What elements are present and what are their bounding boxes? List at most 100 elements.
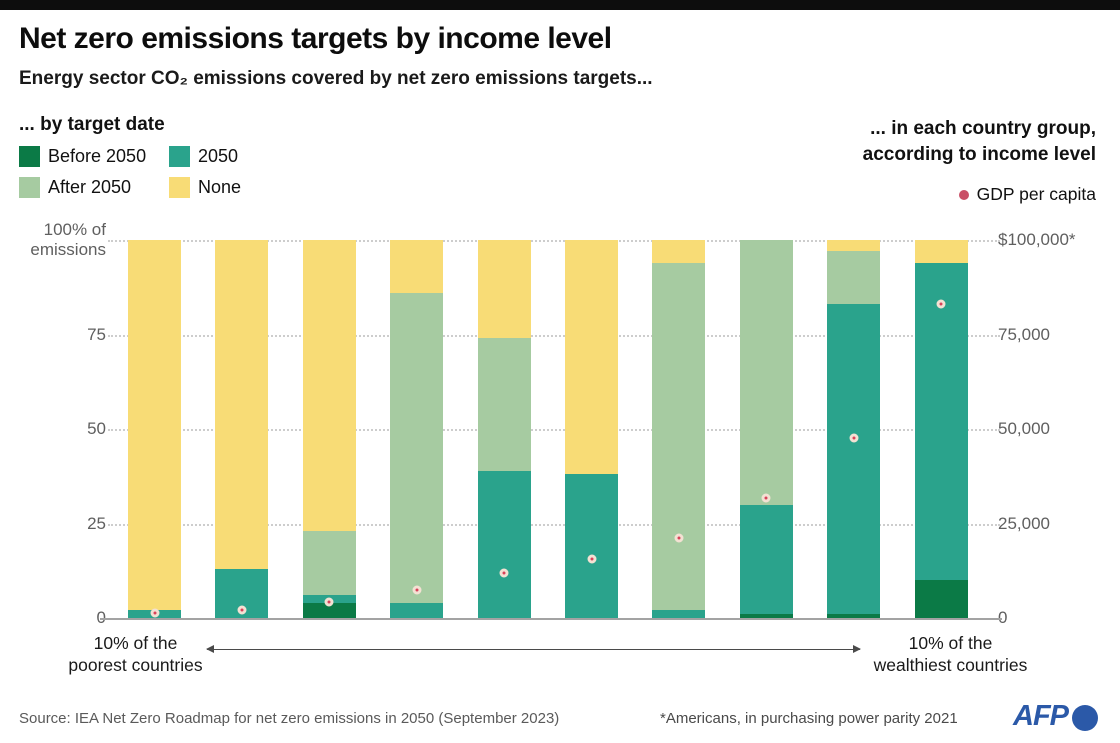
gridline <box>108 334 1000 337</box>
bar-segment-after-2050 <box>827 251 881 305</box>
bar-segment-after-2050 <box>302 531 356 596</box>
legend-right-heading-line1: ... in each country group, <box>870 118 1096 139</box>
bar-segment-after-2050 <box>739 240 793 505</box>
caption-poorest-line1: 10% of the <box>93 633 178 653</box>
gdp-dot-icon <box>958 189 969 200</box>
gdp-dot-6 <box>587 554 596 564</box>
bar-segment-after-2050 <box>652 262 706 611</box>
afp-logo-circle-icon <box>1072 704 1098 731</box>
afp-logo-text: AFP <box>1013 700 1069 732</box>
gdp-dot-9 <box>849 433 859 443</box>
gdp-dot-4 <box>412 585 422 595</box>
bar-segment-none <box>302 240 356 532</box>
bar-4 <box>390 240 444 618</box>
axis-tick-label: 0 <box>96 608 106 627</box>
legend-swatch-icon <box>169 177 190 198</box>
legend-item-label: After 2050 <box>48 177 132 197</box>
gridline <box>108 240 1000 242</box>
legend-items: Before 2050 2050 After 2050 None <box>19 146 299 198</box>
bar-segment-2050 <box>739 504 793 615</box>
bar-1 <box>128 240 181 618</box>
legend-country-group: ... in each country group, according to … <box>863 116 1096 205</box>
legend-item-none: None <box>169 177 299 198</box>
bar-8 <box>739 240 793 618</box>
bar-segment-none <box>215 240 269 569</box>
gdp-dot-7 <box>674 533 684 543</box>
bar-segment-after-2050 <box>477 338 531 471</box>
left-axis: 100% of emissions 75 50 25 0 <box>0 220 106 627</box>
arrow-right-icon <box>853 645 861 653</box>
right-axis: $100,000* 75,000 50,000 25,000 0 <box>998 230 1118 627</box>
legend-target-date: ... by target date Before 2050 2050 After … <box>19 114 299 198</box>
source-text: Source: IEA Net Zero Roadmap for net zer… <box>19 710 560 727</box>
gdp-dot-8 <box>761 493 771 503</box>
legend-item-after-2050: After 2050 <box>19 177 169 198</box>
axis-tick-label: 50 <box>87 419 106 438</box>
legend-item-label: 2050 <box>198 146 239 166</box>
axis-tick-label: $100,000* <box>998 230 1076 249</box>
caption-wealthiest-line1: 10% of the <box>908 633 993 653</box>
page-subtitle: Energy sector CO₂ emissions covered by n… <box>19 68 653 89</box>
plot-area <box>100 240 1002 620</box>
axis-tick-label: 75,000 <box>998 324 1050 344</box>
gdp-legend-row: GDP per capita <box>863 184 1096 205</box>
gdp-legend-label: GDP per capita <box>976 184 1096 204</box>
bar-segment-before-2050 <box>739 614 793 618</box>
axis-tick-label: 100% of emissions <box>30 220 106 259</box>
income-range-arrow <box>206 645 861 653</box>
bar-segment-before-2050 <box>827 614 881 618</box>
caption-wealthiest: 10% of the wealthiest countries <box>838 632 1063 676</box>
gdp-dot-3 <box>324 597 334 607</box>
legend-item-label: None <box>198 177 242 197</box>
bar-segment-none <box>390 240 444 293</box>
axis-tick-label: 25 <box>87 513 106 533</box>
arrow-left-icon <box>206 645 214 653</box>
legend-item-2050: 2050 <box>169 146 299 167</box>
caption-poorest-line2: poorest countries <box>68 655 203 675</box>
legend-swatch-icon <box>19 177 40 198</box>
axis-tick-label: 25,000 <box>998 513 1050 533</box>
bar-segment-before-2050 <box>302 602 356 618</box>
bar-segment-2050 <box>827 304 881 615</box>
gdp-dot-5 <box>499 568 509 578</box>
bar-7 <box>652 240 706 618</box>
bar-segment-none <box>827 240 881 252</box>
legend-item-before-2050: Before 2050 <box>19 146 169 167</box>
bar-segment-after-2050 <box>390 292 444 603</box>
gdp-dot-1 <box>150 608 159 618</box>
legend-heading: ... by target date <box>19 114 165 135</box>
bar-9 <box>827 240 881 618</box>
gdp-dot-10 <box>936 299 946 309</box>
caption-wealthiest-line2: wealthiest countries <box>873 655 1028 675</box>
axis-tick-label: 75 <box>87 324 106 344</box>
legend-item-label: Before 2050 <box>48 146 147 166</box>
gridline <box>108 523 1000 526</box>
bar-segment-2050 <box>914 262 968 581</box>
axis-tick-label: 0 <box>998 608 1008 627</box>
baseline <box>100 618 1002 620</box>
bar-segment-none <box>652 240 706 263</box>
bar-6 <box>565 240 618 618</box>
bar-3 <box>302 240 356 618</box>
top-border <box>0 0 1120 10</box>
legend-swatch-icon <box>169 146 190 167</box>
bar-segment-2050 <box>390 602 444 618</box>
legend-swatch-icon <box>19 146 40 167</box>
bar-segment-none <box>477 240 531 339</box>
bar-segment-none <box>128 240 181 611</box>
axis-tick-label: 50,000 <box>998 419 1050 438</box>
page-title: Net zero emissions targets by income lev… <box>19 22 612 55</box>
bar-segment-before-2050 <box>914 580 968 618</box>
bar-2 <box>215 240 269 618</box>
gdp-dot-2 <box>237 605 247 615</box>
bar-segment-2050 <box>477 470 531 618</box>
bar-5 <box>477 240 531 618</box>
legend-right-heading-line2: according to income level <box>862 144 1096 165</box>
gridline <box>108 429 1000 431</box>
bar-10 <box>914 240 968 618</box>
bar-segment-2050 <box>652 610 706 618</box>
caption-poorest: 10% of the poorest countries <box>28 632 243 676</box>
bar-segment-none <box>565 240 618 475</box>
bar-segment-none <box>914 240 968 263</box>
